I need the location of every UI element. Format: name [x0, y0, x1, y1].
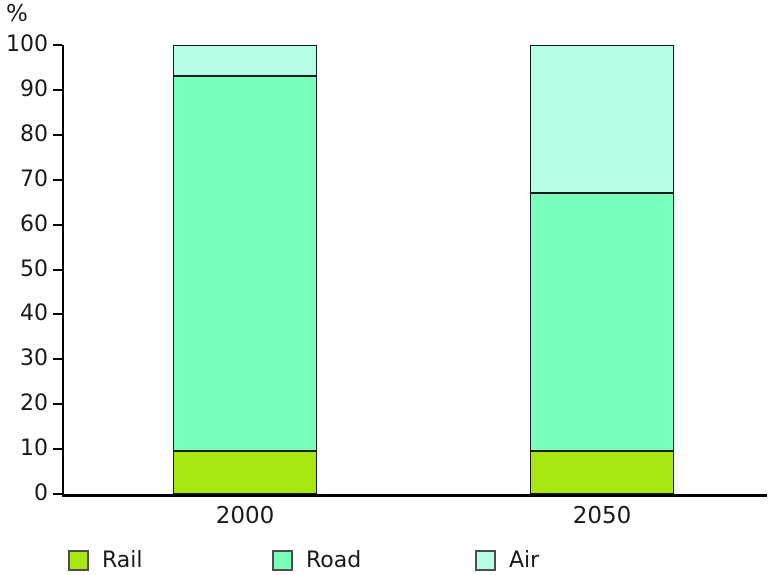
y-axis-unit-label: % — [6, 1, 28, 27]
y-axis-tick — [53, 313, 62, 316]
y-axis-tick — [53, 178, 62, 181]
plot-area — [62, 45, 767, 497]
y-axis-tick — [53, 88, 62, 91]
y-axis-tick-label: 60 — [20, 211, 48, 237]
bar-segment-air-2000 — [173, 45, 317, 77]
bar-2050 — [530, 45, 674, 494]
legend-item-rail: Rail — [68, 548, 143, 573]
y-axis-tick-label: 40 — [20, 301, 48, 327]
legend-label-rail: Rail — [102, 548, 143, 573]
legend-item-road: Road — [272, 548, 361, 573]
legend-swatch-air — [475, 550, 496, 571]
y-axis-tick — [53, 403, 62, 406]
y-axis-tick — [53, 493, 62, 495]
legend-item-air: Air — [475, 548, 539, 573]
y-axis-tick-label: 70 — [20, 166, 48, 192]
y-axis-tick — [53, 268, 62, 271]
bar-segment-road-2000 — [173, 76, 317, 452]
legend-label-air: Air — [509, 548, 540, 573]
y-axis-tick — [53, 223, 62, 226]
y-axis-tick — [53, 44, 62, 46]
y-axis-tick-label: 0 — [34, 481, 48, 506]
y-axis-tick-label: 20 — [20, 391, 48, 417]
y-axis-tick — [53, 448, 62, 451]
y-axis-tick-label: 10 — [20, 436, 48, 462]
y-axis-tick — [53, 133, 62, 136]
y-axis-tick-label: 90 — [20, 76, 48, 102]
bar-segment-road-2050 — [530, 193, 674, 452]
y-axis-tick-label: 100 — [6, 32, 48, 57]
bar-segment-rail-2000 — [173, 451, 317, 494]
legend-label-road: Road — [306, 548, 362, 573]
legend: Rail Road Air — [0, 548, 768, 575]
bar-segment-rail-2050 — [530, 451, 674, 494]
x-axis-label-2050: 2050 — [572, 503, 632, 529]
y-axis-tick — [53, 358, 62, 361]
legend-swatch-road — [272, 550, 293, 571]
bar-2000 — [173, 45, 317, 494]
y-axis-tick-label: 80 — [20, 121, 48, 147]
legend-swatch-rail — [68, 550, 89, 571]
y-axis-tick-label: 30 — [20, 346, 48, 372]
x-axis-label-2000: 2000 — [215, 503, 275, 529]
y-axis-tick-label: 50 — [20, 256, 48, 282]
bar-segment-air-2050 — [530, 45, 674, 194]
